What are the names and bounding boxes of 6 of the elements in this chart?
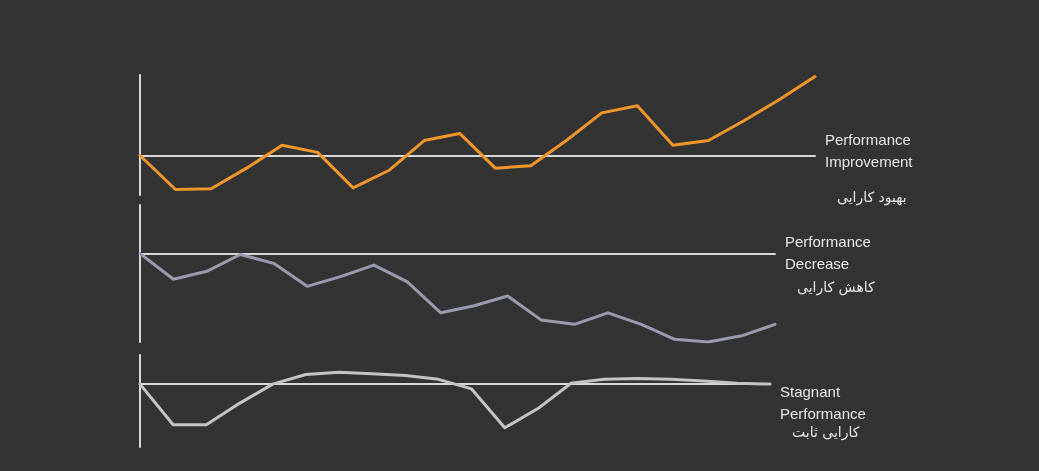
text: کاهش کارایی <box>797 279 876 296</box>
text: بهبود کارایی <box>837 189 907 206</box>
series-label: Stagnant Performance <box>780 382 866 422</box>
text: کارایی ثابت <box>792 424 860 441</box>
text: Performance Decrease <box>785 232 876 272</box>
text: Performance Improvement <box>825 130 916 170</box>
